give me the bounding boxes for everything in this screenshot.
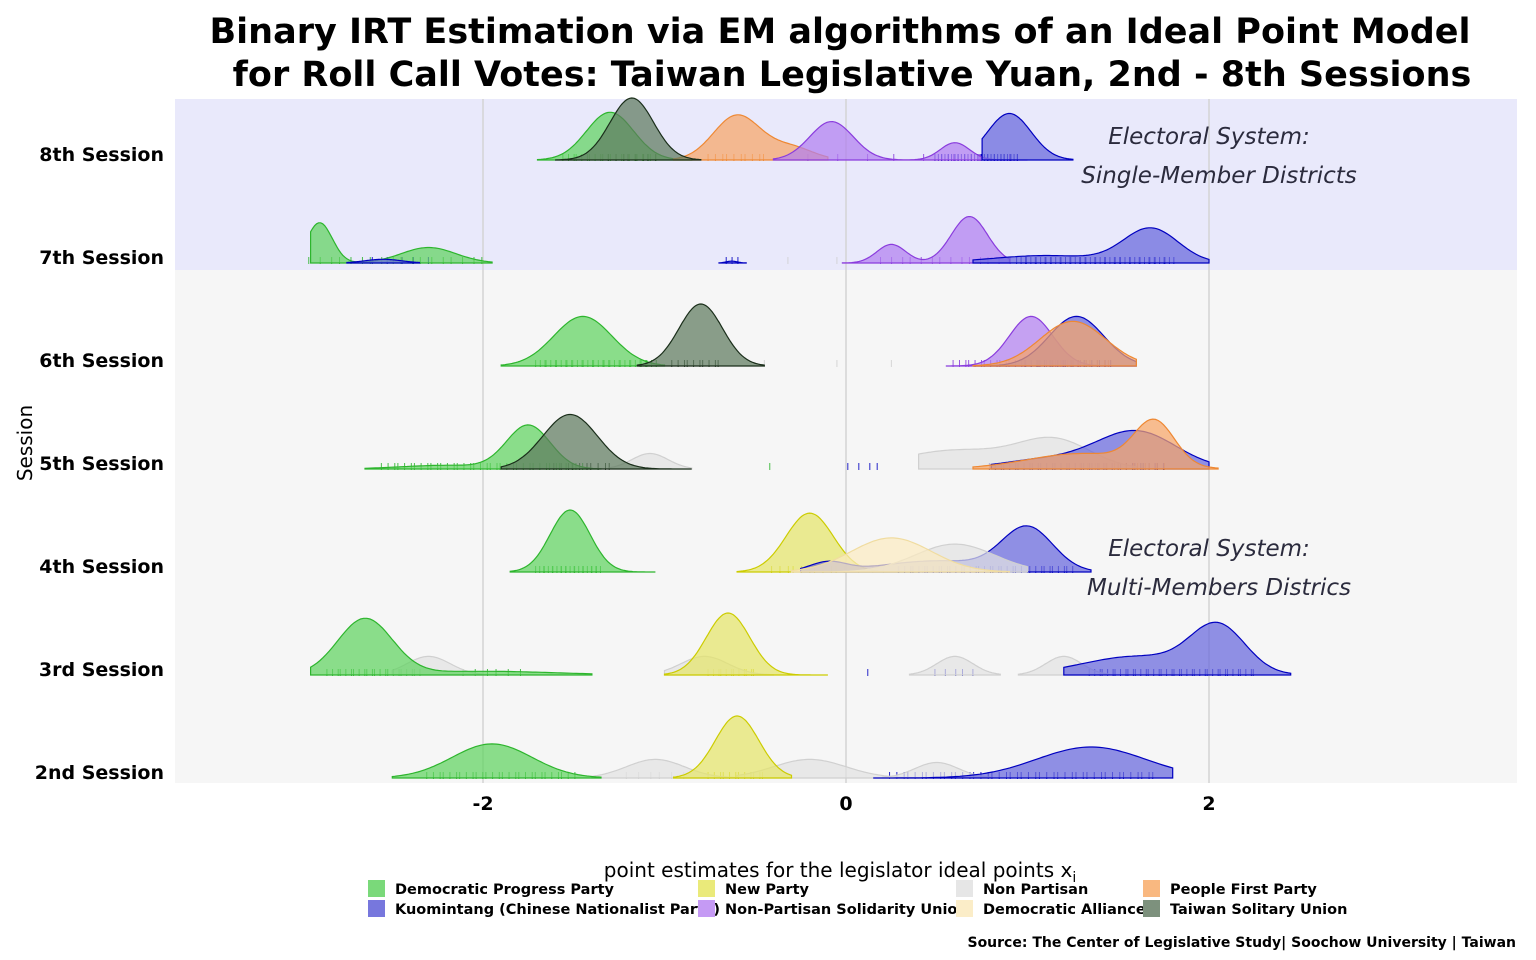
x-axis-title: point estimates for the legislator ideal… (604, 858, 1076, 886)
session-label-3: 5th Session (39, 453, 164, 475)
legend-label: Democratic Alliance (983, 902, 1146, 918)
legend-item-6: Democratic Alliance (956, 900, 1146, 918)
annotation-line: Electoral System: (1108, 536, 1310, 562)
legend-item-5: Non-Partisan Solidarity Union (698, 900, 968, 918)
legend-swatch (1143, 900, 1160, 917)
x-tick-label-2: 2 (1202, 793, 1215, 815)
legend-swatch (956, 880, 973, 897)
legend-swatch (1143, 880, 1160, 897)
x-tick-label-0: -2 (472, 793, 493, 815)
density-28 (972, 320, 1137, 367)
chart-title-line-2: for Roll Call Votes: Taiwan Legislative … (233, 55, 1472, 95)
density-32 (841, 216, 1010, 264)
density-30 (346, 258, 421, 264)
x-axis-title-subscript: i (1072, 870, 1076, 886)
density-12 (1063, 621, 1292, 676)
legend-item-0: Democratic Progress Party (368, 880, 615, 898)
x-axis-title-main: point estimates for the legislator ideal… (604, 858, 1073, 882)
legend-label: Non-Partisan Solidarity Union (725, 902, 968, 918)
annotation-1: Electoral System: Multi-Members Districs (1087, 536, 1351, 601)
annotation-0: Electoral System: Single-Member Districts (1081, 124, 1357, 189)
legend-label: Non Partisan (983, 882, 1088, 898)
legend-label: People First Party (1170, 882, 1317, 898)
x-tick-label-1: 0 (839, 793, 852, 815)
source-note: Source: The Center of Legislative Study|… (967, 935, 1516, 951)
rug-17 (847, 463, 878, 470)
density-33 (972, 227, 1210, 264)
legend-item-1: New Party (698, 880, 810, 898)
x-tick-labels: -2 0 2 (472, 793, 1215, 815)
density-31 (718, 260, 747, 264)
legend: Democratic Progress Party New Party Non Pa… (368, 880, 1347, 918)
legend-swatch (956, 900, 973, 917)
density-38 (555, 97, 702, 161)
density-5 (873, 746, 1174, 779)
legend-item-3: People First Party (1143, 880, 1317, 898)
legend-label: Democratic Progress Party (395, 882, 615, 898)
density-3 (391, 743, 602, 779)
legend-swatch (698, 900, 715, 917)
session-label-4: 6th Session (39, 350, 164, 372)
density-10 (310, 617, 593, 676)
density-20 (500, 413, 692, 470)
density-25 (636, 303, 765, 367)
density-4 (673, 715, 793, 779)
legend-item-7: Taiwan Solitary Union (1143, 900, 1347, 918)
legend-swatch (368, 900, 385, 917)
y-axis-title: Session (13, 405, 37, 481)
legend-swatch (368, 880, 385, 897)
session-labels: 2nd Session 3rd Session 4th Session 5th Ses… (35, 144, 164, 784)
legend-item-2: Non Partisan (956, 880, 1088, 898)
density-curves (310, 97, 1292, 779)
density-17 (790, 537, 1010, 573)
density-13 (509, 509, 656, 573)
density-24 (500, 315, 666, 367)
annotations: Electoral System: Single-Member Districts… (1081, 124, 1357, 601)
legend-item-4: Kuomintang (Chinese Nationalist Party) (368, 900, 720, 918)
session-label-0: 2nd Session (35, 762, 164, 784)
session-label-6: 8th Session (39, 144, 164, 166)
session-label-5: 7th Session (39, 247, 164, 269)
chart-title-line-1: Binary IRT Estimation via EM algorithms … (210, 12, 1471, 52)
legend-label: Kuomintang (Chinese Nationalist Party) (395, 902, 720, 918)
legend-swatch (698, 880, 715, 897)
density-23 (972, 418, 1219, 470)
density-11 (663, 612, 828, 676)
density-8 (908, 655, 1001, 676)
session-label-1: 3rd Session (39, 659, 164, 681)
density-29 (310, 222, 493, 264)
density-37 (981, 112, 1074, 161)
annotation-line: Multi-Members Districs (1087, 575, 1351, 601)
annotation-line: Single-Member Districts (1081, 163, 1357, 189)
legend-label: New Party (725, 882, 810, 898)
session-label-2: 4th Session (39, 556, 164, 578)
annotation-line: Electoral System: (1108, 124, 1310, 150)
legend-label: Taiwan Solitary Union (1170, 902, 1347, 918)
